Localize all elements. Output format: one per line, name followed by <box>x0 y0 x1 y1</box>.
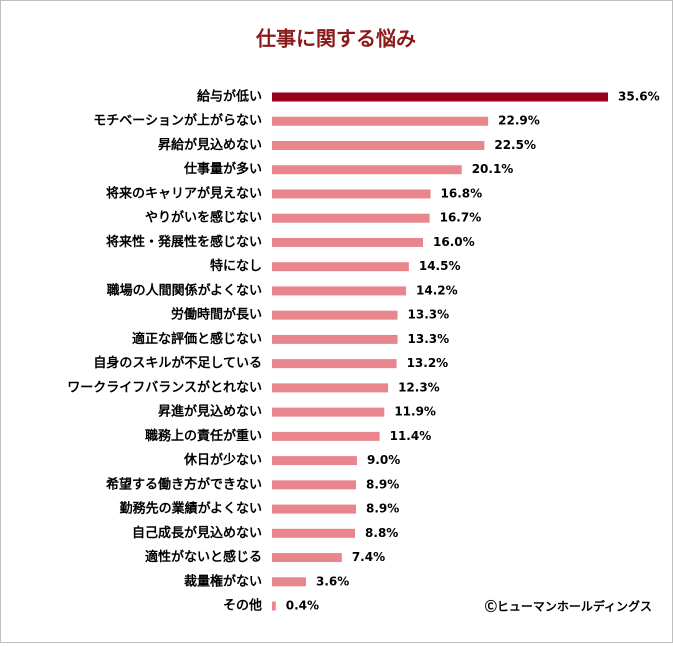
value-label: 8.9% <box>366 502 399 516</box>
bar <box>272 92 608 102</box>
value-label: 3.6% <box>316 574 349 588</box>
value-label: 13.3% <box>408 308 450 322</box>
bar <box>272 189 431 199</box>
value-label: 11.4% <box>390 429 432 443</box>
value-label: 22.9% <box>498 114 540 128</box>
value-label: 0.4% <box>286 599 319 613</box>
category-label: 将来性・発展性を感じない <box>106 234 262 250</box>
category-label: 労働時間が長い <box>171 307 262 323</box>
bar <box>272 504 356 514</box>
bar <box>272 431 380 441</box>
value-label: 14.5% <box>419 259 461 273</box>
category-label: 昇進が見込めない <box>158 404 262 420</box>
bar <box>272 528 356 538</box>
bar <box>272 286 407 296</box>
bar <box>272 237 424 247</box>
value-label: 7.4% <box>352 550 385 564</box>
bar <box>272 601 276 611</box>
value-label: 13.2% <box>407 356 449 370</box>
value-label: 12.3% <box>398 380 440 394</box>
bar <box>272 310 398 320</box>
value-label: 22.5% <box>494 138 536 152</box>
source: Ⓒヒューマンホールディングス <box>485 599 652 614</box>
bar <box>272 359 397 369</box>
bar <box>272 456 357 466</box>
category-label: 自身のスキルが不足している <box>93 355 262 371</box>
value-label: 14.2% <box>416 283 458 297</box>
value-label: 11.9% <box>394 405 436 419</box>
bar <box>272 165 462 175</box>
chart-title: 仕事に関する悩み <box>255 27 416 51</box>
value-label: 16.0% <box>433 235 475 249</box>
category-label: 特になし <box>210 258 262 274</box>
category-label: モチベーションが上がらない <box>93 113 262 129</box>
category-label: 勤務先の業績がよくない <box>120 501 262 517</box>
bar <box>272 383 389 393</box>
bar <box>272 262 409 272</box>
category-label: 職務上の責任が重い <box>145 428 262 444</box>
category-label: やりがいを感じない <box>145 210 262 226</box>
value-label: 8.9% <box>366 477 399 491</box>
category-label: 自己成長が見込めない <box>132 525 262 541</box>
category-label: 職場の人間関係がよくない <box>107 282 262 298</box>
value-label: 16.7% <box>440 211 482 225</box>
value-label: 16.8% <box>441 186 483 200</box>
bar <box>272 553 342 563</box>
bar <box>272 480 356 490</box>
category-label: 将来のキャリアが見えない <box>106 185 262 201</box>
category-label: 希望する働き方ができない <box>106 476 262 492</box>
category-label: 給与が低い <box>197 89 262 105</box>
bar <box>272 407 385 417</box>
category-label: 適性がないと感じる <box>145 549 262 565</box>
bar <box>272 213 430 223</box>
value-label: 9.0% <box>367 453 400 467</box>
value-label: 35.6% <box>618 90 660 104</box>
category-label: 昇給が見込めない <box>158 137 262 153</box>
category-label: 裁量権がない <box>184 573 262 589</box>
category-label: ワークライフバランスがとれない <box>67 379 262 395</box>
bar <box>272 334 398 344</box>
bar <box>272 116 489 126</box>
category-label: 仕事量が多い <box>183 161 262 177</box>
value-label: 20.1% <box>472 162 514 176</box>
category-label: その他 <box>223 598 262 614</box>
bar <box>272 140 485 150</box>
value-label: 8.8% <box>365 526 398 540</box>
bar <box>272 577 306 587</box>
category-label: 休日が少ない <box>183 452 262 468</box>
category-label: 適正な評価と感じない <box>132 331 262 347</box>
value-label: 13.3% <box>408 332 450 346</box>
